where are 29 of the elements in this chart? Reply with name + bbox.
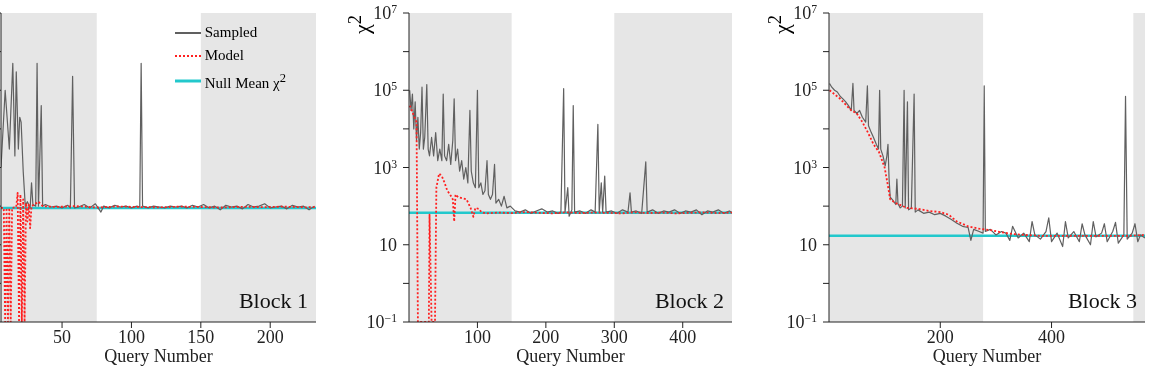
legend-label: Sampled [204, 23, 258, 42]
annotation: Block 2 [654, 288, 724, 314]
y-tick-label: 10$^{7}$ [793, 2, 818, 23]
x-tick-label: 50 [53, 326, 72, 347]
x-tick-label: 300 [600, 326, 628, 347]
x-tick-label: 100 [463, 326, 491, 347]
x-axis-title: Query Number [931, 346, 1043, 367]
x-tick-label: 400 [1038, 326, 1066, 347]
x-tick-label: 200 [532, 326, 560, 347]
legend-label: Null Mean χ$^{2}$ [204, 70, 286, 93]
y-tick-label: 10$^{3}$ [793, 157, 818, 178]
y-tick-label: 10 [799, 234, 817, 255]
y-tick-label: 10 [379, 234, 397, 255]
annotation: Block 3 [1067, 288, 1137, 314]
x-tick-label: 100 [117, 326, 145, 347]
x-tick-label: 150 [187, 326, 215, 347]
y-tick-label: 10$^{3}$ [373, 157, 398, 178]
x-tick-label: 200 [256, 326, 284, 347]
x-axis-title: Query Number [103, 346, 214, 367]
annotation: Block 1 [238, 288, 308, 314]
x-tick-label: 200 [926, 326, 954, 347]
legend-label: Model [204, 46, 244, 65]
y-tick-label: 10$^{−1}$ [786, 311, 818, 332]
x-tick-label: 400 [669, 326, 697, 347]
y-tick-label: 10$^{−1}$ [366, 311, 398, 332]
y-tick-label: 10$^{5}$ [793, 79, 818, 101]
x-axis-title: Query Number [515, 346, 626, 367]
y-tick-label: 10$^{5}$ [373, 79, 398, 101]
y-tick-label: 10$^{7}$ [373, 2, 398, 23]
